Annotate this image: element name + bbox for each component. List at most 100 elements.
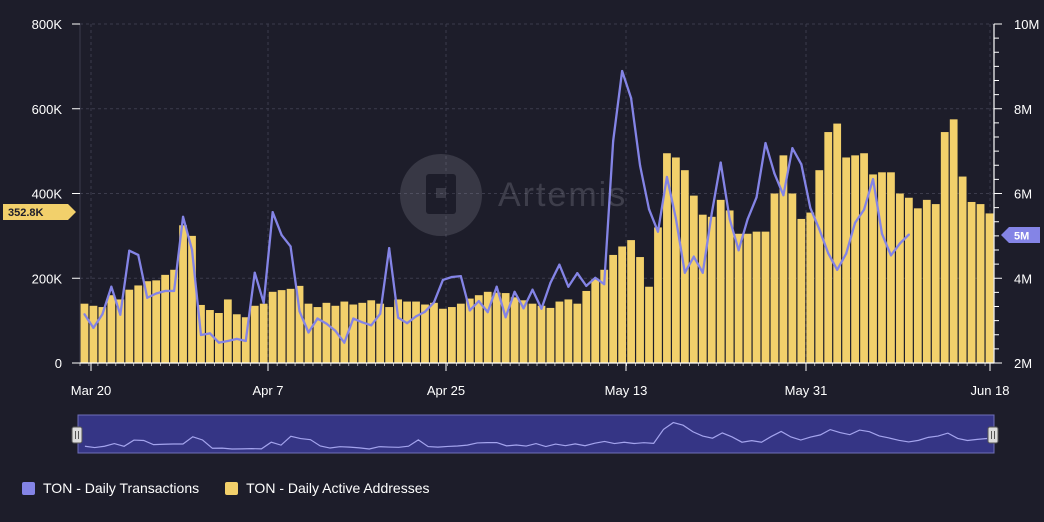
bar[interactable] [206, 310, 214, 363]
line-series-daily-transactions[interactable] [83, 69, 910, 344]
bar[interactable] [546, 307, 555, 363]
bar[interactable] [618, 246, 627, 363]
bar[interactable] [707, 216, 716, 363]
bar[interactable] [609, 254, 618, 363]
bar[interactable] [223, 299, 232, 363]
bar[interactable] [376, 303, 385, 363]
bar[interactable] [797, 218, 806, 363]
bar[interactable] [501, 293, 510, 363]
bar[interactable] [672, 157, 680, 363]
bar[interactable] [403, 301, 411, 363]
bar[interactable] [716, 199, 725, 363]
bar[interactable] [313, 307, 322, 363]
bar[interactable] [268, 291, 277, 363]
navigator-left-handle[interactable] [71, 426, 83, 444]
bar[interactable] [483, 291, 492, 363]
bar[interactable] [878, 172, 886, 363]
bar[interactable] [447, 307, 456, 363]
bar[interactable] [340, 301, 349, 363]
bar[interactable] [439, 308, 447, 363]
bar[interactable] [161, 274, 170, 363]
bar[interactable] [761, 231, 770, 363]
bar[interactable] [519, 300, 528, 363]
bar[interactable] [654, 227, 662, 363]
bar[interactable] [833, 123, 842, 363]
bar[interactable] [250, 305, 259, 363]
bar[interactable] [143, 281, 152, 363]
bar[interactable] [277, 290, 286, 363]
navigator-right-handle[interactable] [987, 426, 999, 444]
bar[interactable] [663, 153, 671, 363]
bar[interactable] [734, 233, 743, 363]
bar[interactable] [779, 155, 788, 363]
bar[interactable] [492, 292, 501, 363]
bar[interactable] [896, 193, 904, 364]
bar[interactable] [600, 269, 609, 363]
bar[interactable] [904, 197, 913, 363]
bar[interactable] [116, 299, 125, 363]
legend-item-daily-active-addresses[interactable]: TON - Daily Active Addresses [225, 480, 430, 496]
bar[interactable] [770, 193, 779, 364]
bar[interactable] [322, 302, 331, 363]
bar[interactable] [698, 214, 707, 363]
bar[interactable] [528, 303, 537, 363]
bar[interactable] [170, 269, 178, 363]
bar[interactable] [887, 172, 895, 363]
bar[interactable] [967, 201, 976, 363]
bar[interactable] [465, 298, 474, 363]
bar[interactable] [976, 204, 985, 363]
bar[interactable] [869, 174, 877, 363]
bar[interactable] [215, 313, 223, 363]
bar[interactable] [537, 305, 546, 363]
bar[interactable] [385, 307, 394, 363]
bar[interactable] [510, 297, 519, 363]
bar[interactable] [806, 212, 815, 363]
bar[interactable] [564, 299, 573, 363]
bar[interactable] [689, 195, 698, 363]
bar[interactable] [788, 193, 797, 364]
bar[interactable] [636, 257, 644, 363]
bar[interactable] [815, 170, 824, 363]
bar[interactable] [860, 153, 868, 363]
bar[interactable] [645, 286, 653, 363]
bar[interactable] [152, 280, 161, 363]
bar[interactable] [958, 176, 967, 363]
bar[interactable] [931, 204, 940, 363]
bar[interactable] [627, 240, 635, 363]
bar[interactable] [824, 132, 833, 363]
bar[interactable] [474, 295, 483, 363]
range-navigator[interactable] [71, 414, 999, 454]
bar[interactable] [358, 302, 367, 363]
bar[interactable] [349, 304, 358, 363]
bar[interactable] [940, 132, 949, 363]
bar[interactable] [922, 199, 931, 363]
bar[interactable] [394, 299, 402, 363]
bar[interactable] [591, 279, 600, 363]
bar[interactable] [421, 304, 429, 363]
bar[interactable] [331, 305, 340, 363]
legend-item-daily-transactions[interactable]: TON - Daily Transactions [22, 480, 199, 496]
bar[interactable] [743, 233, 752, 363]
bar[interactable] [842, 157, 851, 363]
bar[interactable] [555, 301, 564, 363]
bar[interactable] [80, 303, 89, 363]
bar[interactable] [725, 210, 734, 363]
bar[interactable] [89, 305, 98, 363]
bar[interactable] [295, 285, 304, 363]
bar[interactable] [98, 307, 107, 363]
bar[interactable] [188, 235, 196, 364]
bar[interactable] [851, 155, 859, 363]
bar[interactable] [107, 295, 116, 363]
bar[interactable] [949, 119, 958, 363]
bar[interactable] [125, 289, 134, 363]
bar[interactable] [573, 303, 582, 363]
bar[interactable] [985, 213, 994, 363]
bar[interactable] [367, 300, 376, 363]
bar[interactable] [752, 231, 761, 363]
bar[interactable] [286, 288, 295, 363]
bar[interactable] [412, 301, 420, 363]
bar[interactable] [430, 302, 438, 363]
bar-series-daily-active-addresses[interactable] [80, 119, 994, 364]
bar[interactable] [582, 290, 591, 363]
bar[interactable] [134, 285, 143, 363]
